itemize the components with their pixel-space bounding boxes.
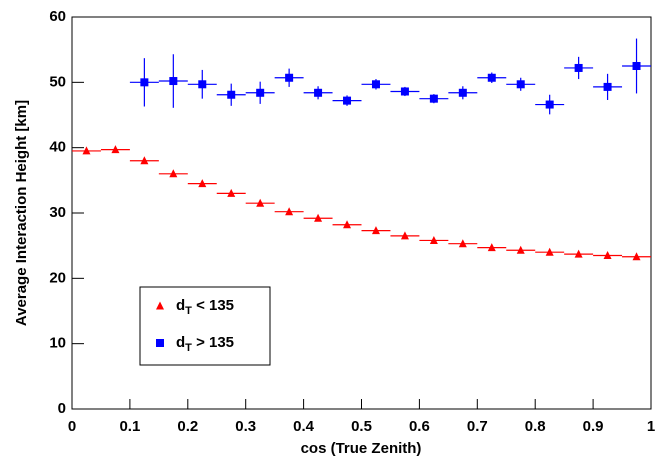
- data-point: [343, 96, 352, 105]
- data-point: [169, 77, 178, 86]
- data-point: [140, 78, 149, 87]
- y-tick-label: 20: [49, 269, 66, 286]
- data-point: [227, 90, 236, 99]
- data-point: [516, 245, 525, 254]
- legend-label: dT < 135: [176, 297, 234, 317]
- data-point: [285, 207, 294, 216]
- data-point: [429, 235, 438, 244]
- data-point: [516, 80, 525, 89]
- legend-label-part: T: [185, 305, 192, 317]
- data-point: [429, 94, 438, 103]
- legend-label: dT > 135: [176, 334, 234, 354]
- data-point: [400, 87, 409, 96]
- data-point: [314, 213, 323, 222]
- data-point: [574, 63, 583, 72]
- data-point: [487, 73, 496, 82]
- x-tick-label: 0.2: [177, 418, 198, 435]
- x-tick-label: 0.3: [235, 418, 256, 435]
- y-tick-label: 30: [49, 204, 66, 221]
- y-tick-label: 40: [49, 139, 66, 156]
- data-point: [169, 169, 178, 178]
- data-point: [314, 88, 323, 97]
- data-point: [227, 188, 236, 197]
- data-point: [400, 231, 409, 240]
- legend-marker: [156, 339, 164, 347]
- data-point: [458, 88, 467, 97]
- data-point: [256, 88, 265, 97]
- data-point: [198, 80, 207, 89]
- data-point: [603, 250, 612, 259]
- x-tick-label: 0.9: [583, 418, 604, 435]
- data-point: [458, 239, 467, 248]
- data-point: [545, 247, 554, 256]
- x-tick-label: 0.1: [119, 418, 140, 435]
- x-tick-label: 0.5: [351, 418, 372, 435]
- x-tick-label: 0.8: [525, 418, 546, 435]
- legend-label-part: d: [176, 334, 185, 351]
- data-point: [343, 220, 352, 229]
- legend-box: [139, 286, 271, 366]
- data-point: [285, 73, 294, 82]
- legend-marker: [156, 301, 164, 310]
- legend-label-part: d: [176, 297, 185, 314]
- y-axis-title: Average Interaction Height [km]: [13, 100, 30, 326]
- x-tick-label: 0.4: [293, 418, 315, 435]
- data-point: [632, 62, 641, 70]
- legend-label-part: T: [185, 342, 192, 354]
- legend-label-part: > 135: [192, 334, 234, 351]
- x-axis-title: cos (True Zenith): [301, 440, 422, 457]
- data-point: [140, 156, 149, 165]
- x-tick-label: 0.7: [467, 418, 488, 435]
- data-point: [111, 145, 120, 154]
- x-tick-label: 1: [647, 418, 655, 435]
- data-point: [371, 80, 380, 89]
- data-point: [487, 243, 496, 252]
- y-tick-label: 50: [49, 73, 66, 90]
- y-tick-label: 60: [49, 8, 66, 25]
- data-point: [545, 100, 554, 109]
- data-point: [198, 179, 207, 188]
- y-tick-label: 10: [49, 335, 66, 352]
- data-point: [371, 226, 380, 235]
- data-point: [574, 249, 583, 258]
- data-point: [82, 146, 91, 155]
- y-tick-label: 0: [58, 400, 66, 417]
- x-tick-label: 0.6: [409, 418, 430, 435]
- x-tick-label: 0: [68, 418, 76, 435]
- data-point: [603, 82, 612, 91]
- legend-label-part: < 135: [192, 297, 234, 314]
- data-point: [632, 252, 641, 261]
- data-point: [256, 198, 265, 207]
